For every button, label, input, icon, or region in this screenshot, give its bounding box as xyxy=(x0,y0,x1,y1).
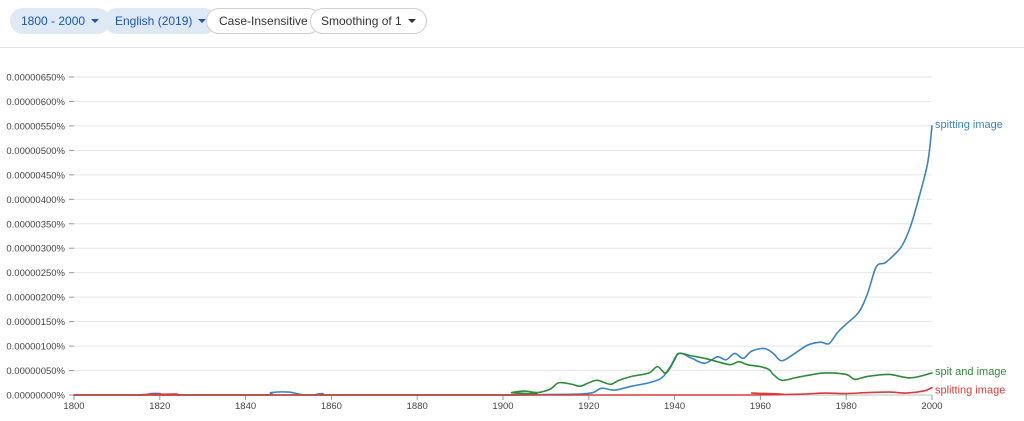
year-range-label: 1800 - 2000 xyxy=(21,14,86,28)
x-tick-label: 1940 xyxy=(664,401,685,412)
x-tick-label: 1860 xyxy=(321,401,342,412)
series-lines xyxy=(73,125,933,396)
y-tick-label: 0.00000050% xyxy=(6,366,65,377)
series-label-splitting-image: splitting image xyxy=(935,385,1005,397)
toolbar: 1800 - 2000 English (2019) Case-Insensit… xyxy=(0,0,1024,48)
x-tick-label: 1880 xyxy=(407,401,428,412)
y-tick-label: 0.00000200% xyxy=(6,293,65,304)
y-tick-label: 0.00000100% xyxy=(6,342,65,353)
x-tick-label: 1820 xyxy=(149,401,170,412)
year-range-dropdown[interactable]: 1800 - 2000 xyxy=(10,8,111,34)
y-tick-label: 0.00000400% xyxy=(6,195,65,206)
y-tick-label: 0.00000600% xyxy=(6,97,65,108)
smoothing-label: Smoothing of 1 xyxy=(321,14,402,28)
series-line-spitting-image xyxy=(73,125,933,396)
y-tick-label: 0.00000650% xyxy=(6,73,65,84)
grid-lines xyxy=(74,76,932,372)
ngram-chart: 0.00000000% 0.00000050% 0.00000100% 0.00000… xyxy=(6,73,1007,413)
y-tick-label: 0.00000150% xyxy=(6,317,65,328)
chevron-down-icon xyxy=(91,19,100,23)
y-tick-label: 0.00000550% xyxy=(6,121,65,132)
axes: 0.00000000% 0.00000050% 0.00000100% 0.00000… xyxy=(6,73,942,413)
y-tick-label: 0.00000300% xyxy=(6,244,65,255)
corpus-label: English (2019) xyxy=(115,14,193,28)
smoothing-dropdown[interactable]: Smoothing of 1 xyxy=(310,8,427,34)
y-tick-label: 0.00000000% xyxy=(6,391,65,402)
y-tick-label: 0.00000250% xyxy=(6,268,65,279)
series-line-spit-and-image xyxy=(73,352,933,396)
x-tick-label: 1980 xyxy=(836,401,857,412)
series-label-spitting-image: spitting image xyxy=(935,119,1003,131)
x-tick-label: 1900 xyxy=(492,401,513,412)
x-tick-label: 1920 xyxy=(578,401,599,412)
x-tick-label: 1840 xyxy=(235,401,256,412)
chevron-down-icon xyxy=(407,19,416,23)
series-line-splitting-image xyxy=(73,386,933,396)
series-labels: spitting image spit and image splitting im… xyxy=(935,119,1007,397)
y-tick-label: 0.00000450% xyxy=(6,170,65,181)
x-tick-label: 2000 xyxy=(921,401,942,412)
chevron-down-icon xyxy=(198,19,207,23)
chart-area: 0.00000000% 0.00000050% 0.00000100% 0.00000… xyxy=(0,48,1024,416)
y-tick-label: 0.00000500% xyxy=(6,146,65,157)
y-tick-label: 0.00000350% xyxy=(6,219,65,230)
corpus-dropdown[interactable]: English (2019) xyxy=(104,8,218,34)
x-tick-label: 1800 xyxy=(63,401,84,412)
case-insensitive-toggle[interactable]: Case-Insensitive xyxy=(206,8,321,34)
x-tick-label: 1960 xyxy=(750,401,771,412)
case-insensitive-label: Case-Insensitive xyxy=(219,14,308,28)
series-label-spit-and-image: spit and image xyxy=(935,366,1007,378)
